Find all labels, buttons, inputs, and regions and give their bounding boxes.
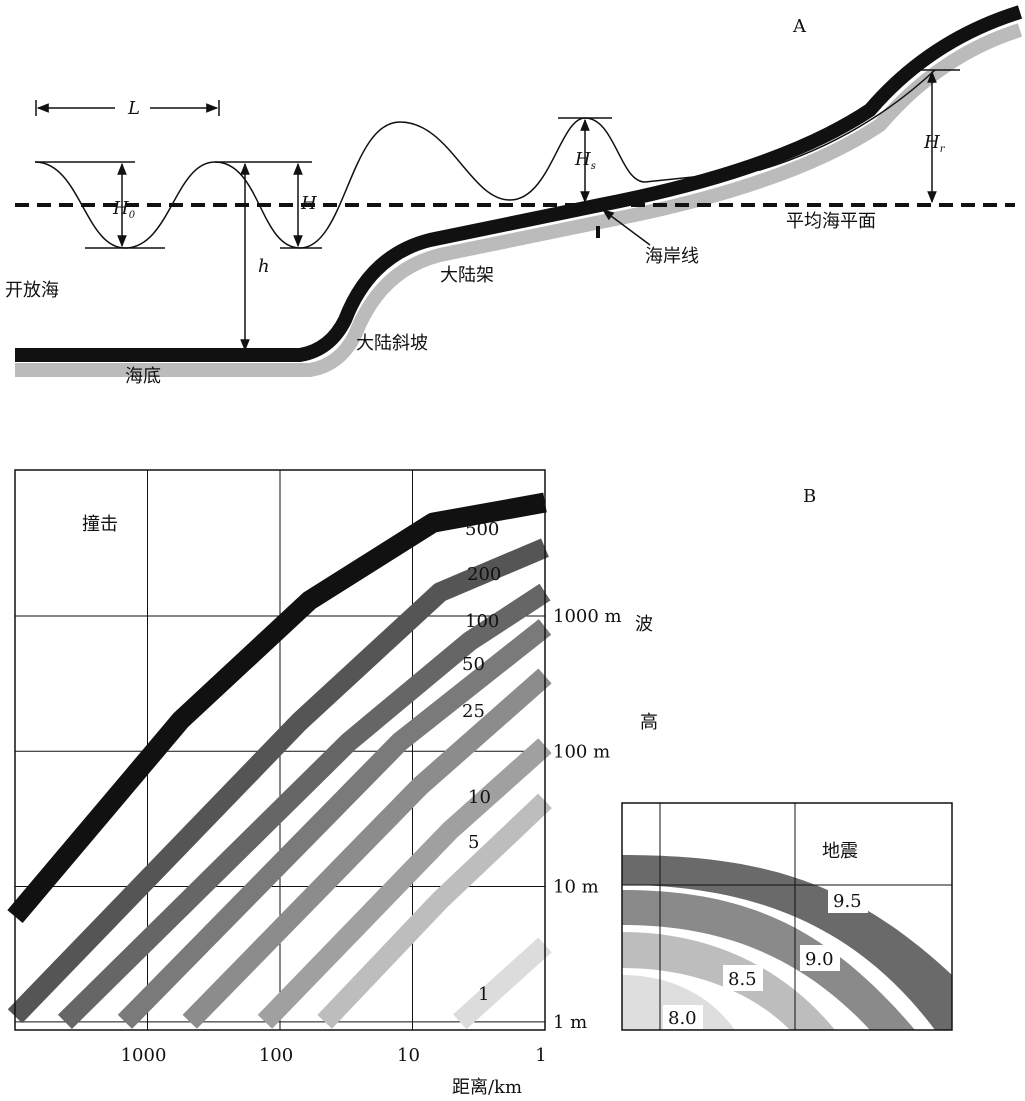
label: 海底: [125, 366, 161, 387]
symbol: H: [574, 149, 591, 170]
x-tick-label: 1: [535, 1045, 546, 1066]
series-label: 100: [465, 611, 499, 632]
seafloor-profile: [15, 12, 1020, 355]
label: Hr: [923, 132, 946, 155]
label: H0: [112, 198, 136, 221]
figure: A L H0 H h Hs Hr 开放海 海底 大陆斜坡 大陆架 海岸线 平均海…: [0, 0, 1025, 1101]
x-axis-label: 距离/km: [452, 1077, 522, 1098]
series-label: 200: [467, 564, 501, 585]
dimension-marks: [35, 70, 960, 350]
panel-label: A: [792, 16, 807, 37]
symbol: H: [923, 132, 940, 153]
label: 海岸线: [645, 246, 699, 267]
panel-label: B: [803, 486, 816, 507]
inset-label: 9.5: [833, 891, 862, 912]
series-label: 10: [468, 787, 491, 808]
y-tick-label: 1 m: [553, 1012, 587, 1033]
plot: 1000 100 10 1 1 m 10 m 100 m 1000 m 500 200 100 50 2…: [15, 470, 622, 1066]
subscript: s: [591, 161, 596, 172]
label: 大陆架: [440, 265, 494, 286]
series-band: [460, 945, 545, 1022]
inset: 地震 9.5 9.0 8.5 8.0: [622, 803, 952, 1030]
series-label: 25: [462, 701, 485, 722]
label: h: [258, 256, 270, 277]
y-tick-label: 100 m: [553, 741, 610, 762]
subscript: 0: [129, 210, 136, 221]
inset-label: 8.0: [668, 1008, 697, 1029]
label: L: [127, 98, 140, 119]
label: 平均海平面: [786, 211, 876, 232]
inset-title: 地震: [822, 841, 858, 862]
label: H: [300, 193, 317, 214]
seafloor-shadow: [15, 30, 1020, 370]
subscript: r: [940, 144, 946, 155]
y-tick-label: 1000 m: [553, 606, 622, 627]
series-label: 50: [462, 654, 485, 675]
inset-label: 9.0: [805, 949, 834, 970]
annotation: 撞击: [82, 514, 118, 535]
label: 大陆斜坡: [356, 333, 428, 354]
series-label: 500: [465, 519, 499, 540]
y-axis-label: 高: [640, 712, 658, 733]
x-tick-label: 100: [259, 1045, 293, 1066]
series-label: 1: [478, 984, 489, 1005]
x-tick-label: 10: [397, 1045, 420, 1066]
label: Hs: [574, 149, 596, 172]
x-tick-label: 1000: [121, 1045, 167, 1066]
series-label: 5: [468, 832, 479, 853]
label: 开放海: [5, 280, 59, 301]
inset-label: 8.5: [728, 969, 757, 990]
y-axis-label: 波: [635, 614, 653, 635]
y-tick-label: 10 m: [553, 877, 599, 898]
symbol: H: [112, 198, 129, 219]
